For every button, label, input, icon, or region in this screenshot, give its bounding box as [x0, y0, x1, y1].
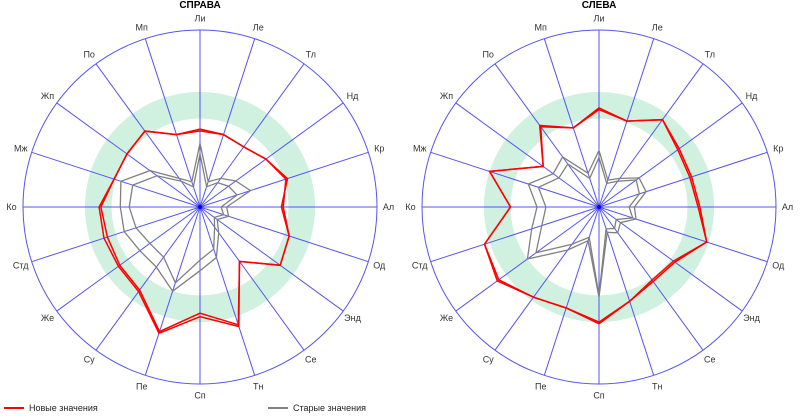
axis-label: Стд [412, 260, 428, 270]
axis-label: Тл [705, 49, 715, 59]
spoke-Тл [598, 63, 704, 208]
legend-old: Старые значения [268, 403, 366, 413]
axis-label: Мп [535, 23, 547, 33]
axis-label: Мп [136, 23, 148, 33]
spoke-Стд [31, 206, 201, 263]
spoke-Же [56, 206, 201, 312]
axis-label: Су [483, 355, 494, 365]
axis-label: Се [704, 355, 716, 365]
series-old [119, 143, 252, 293]
spoke-Кр [199, 151, 369, 208]
axis-label: По [83, 49, 94, 59]
axis-label: Нд [347, 91, 359, 101]
axis-label: Ле [253, 23, 264, 33]
axis-label: Пе [136, 381, 147, 391]
axis-label: По [482, 49, 493, 59]
spoke-Су [95, 206, 201, 351]
axis-label: Ко [405, 202, 415, 212]
spoke-Мп [144, 38, 201, 208]
axis-label: Ал [383, 202, 394, 212]
spoke-Су [494, 206, 600, 351]
legend-old-label: Старые значения [293, 403, 366, 413]
spoke-Энд [598, 206, 743, 312]
spoke-Кр [598, 151, 768, 208]
series-new [483, 108, 708, 323]
spoke-Тн [199, 206, 256, 376]
spoke-Тн [598, 206, 655, 376]
legend-old-swatch [268, 407, 288, 409]
spoke-Энд [199, 206, 344, 312]
axis-label: Кр [773, 144, 783, 154]
axis-label: Су [84, 355, 95, 365]
spoke-Жп [455, 102, 600, 208]
spoke-Мж [31, 151, 201, 208]
series-old [128, 153, 238, 284]
axis-label: Ли [594, 13, 605, 23]
axis-label: Тн [253, 381, 263, 391]
axis-label: Од [772, 260, 785, 270]
spoke-Мж [430, 151, 600, 208]
axis-label: Ко [6, 202, 16, 212]
axis-label: Пе [535, 381, 546, 391]
spoke-Пе [543, 206, 600, 376]
axis-label: Сп [194, 391, 205, 401]
axis-label: Кр [374, 144, 384, 154]
axis-label: Мж [14, 144, 28, 154]
axis-label: Од [373, 260, 386, 270]
series-new [100, 130, 290, 333]
axis-label: Энд [344, 313, 361, 323]
spoke-Нд [199, 102, 344, 208]
axis-label: Мж [413, 144, 427, 154]
radar-chart-1: Ли Ле Тл Нд Кр Ал Од Энд Се Тн Сп Пе Су Же Стд Ко Мж Жп По… [6, 0, 394, 401]
legend-new-swatch [4, 407, 24, 409]
axis-label: Ле [652, 23, 663, 33]
axis-label: Тл [306, 49, 316, 59]
axis-label: Же [41, 313, 54, 323]
spoke-По [95, 63, 201, 208]
series-old [526, 148, 647, 298]
legend-new-label: Новые значения [29, 403, 98, 413]
axis-label: Нд [746, 91, 758, 101]
axis-label: Тн [652, 381, 662, 391]
axis-label: Жп [41, 91, 54, 101]
spoke-Ле [199, 38, 256, 208]
legend-new: Новые значения [4, 403, 98, 413]
spoke-Се [199, 206, 305, 351]
axis-label: Жп [440, 91, 453, 101]
spoke-Нд [598, 102, 743, 208]
spoke-Жп [56, 102, 201, 208]
axis-label: Же [440, 313, 453, 323]
spoke-Од [598, 206, 768, 263]
axis-label: Энд [743, 313, 760, 323]
center-point [597, 205, 601, 209]
radar-chart-2: Ли Ле Тл Нд Кр Ал Од Энд Се Тн Сп Пе Су Же Стд Ко Мж Жп По… [405, 0, 793, 401]
center-point [198, 205, 202, 209]
axis-label: Ал [782, 202, 793, 212]
spoke-Се [598, 206, 704, 351]
spoke-Стд [430, 206, 600, 263]
chart-title: СЛЕВА [582, 0, 617, 11]
axis-label: Сп [593, 391, 604, 401]
chart-title: СПРАВА [179, 0, 220, 11]
axis-label: Ли [195, 13, 206, 23]
axis-label: Се [305, 355, 317, 365]
spoke-По [494, 63, 600, 208]
axis-label: Стд [13, 260, 29, 270]
